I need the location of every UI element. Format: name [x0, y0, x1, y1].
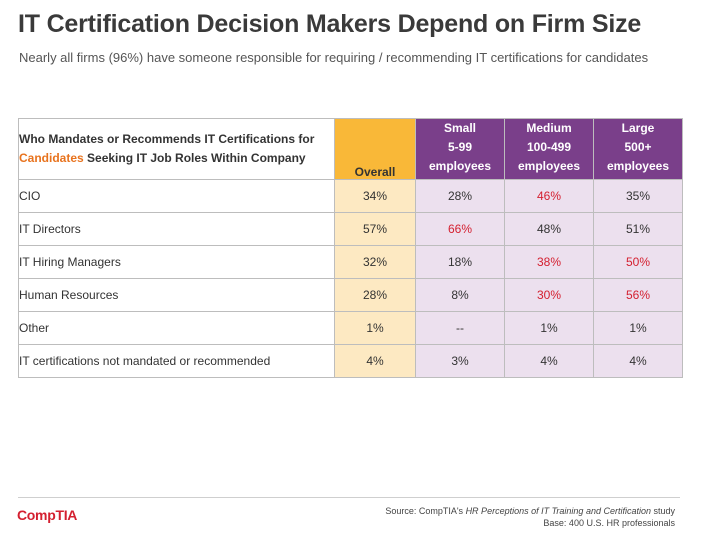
row-label: IT Hiring Managers: [18, 245, 335, 279]
overall-column-header: Overall: [334, 118, 416, 180]
medium-header-line1: Medium: [526, 121, 572, 135]
cell-medium: 4%: [504, 344, 594, 378]
cell-overall: 1%: [334, 311, 416, 345]
source-study-title: HR Perceptions of IT Training and Certif…: [465, 506, 651, 516]
cell-overall: 32%: [334, 245, 416, 279]
cell-overall: 4%: [334, 344, 416, 378]
table-row: IT Directors 57% 66% 48% 51%: [18, 212, 683, 246]
cell-large: 35%: [593, 179, 683, 213]
table-row: Other 1% -- 1% 1%: [18, 311, 683, 345]
cell-medium: 48%: [504, 212, 594, 246]
large-header-line2: 500+: [624, 140, 652, 154]
cell-small: 28%: [415, 179, 505, 213]
cell-medium: 30%: [504, 278, 594, 312]
source-prefix: Source: CompTIA's: [385, 506, 466, 516]
row-label: IT Directors: [18, 212, 335, 246]
label-column-header: Who Mandates or Recommends IT Certificat…: [18, 118, 335, 180]
large-column-header: Large 500+ employees: [593, 118, 683, 180]
source-suffix: study: [650, 506, 675, 516]
medium-header-line2: 100-499: [526, 140, 572, 154]
medium-column-header: Medium 100-499 employees: [504, 118, 594, 180]
cell-medium: 1%: [504, 311, 594, 345]
row-label: Other: [18, 311, 335, 345]
source-note: Source: CompTIA's HR Perceptions of IT T…: [385, 505, 675, 529]
cell-overall: 28%: [334, 278, 416, 312]
small-header-line3: employees: [428, 159, 492, 173]
footer-divider: [18, 497, 680, 498]
cell-small: --: [415, 311, 505, 345]
table-row: Human Resources 28% 8% 30% 56%: [18, 278, 683, 312]
cell-large: 1%: [593, 311, 683, 345]
cell-overall: 57%: [334, 212, 416, 246]
cell-small: 18%: [415, 245, 505, 279]
cell-large: 50%: [593, 245, 683, 279]
source-line: Source: CompTIA's HR Perceptions of IT T…: [385, 505, 675, 517]
label-header-accent: Candidates: [19, 151, 84, 165]
certification-table: Who Mandates or Recommends IT Certificat…: [18, 118, 683, 378]
table-row: IT certifications not mandated or recomm…: [18, 344, 683, 378]
cell-large: 51%: [593, 212, 683, 246]
cell-medium: 46%: [504, 179, 594, 213]
cell-large: 56%: [593, 278, 683, 312]
table-header-row: Who Mandates or Recommends IT Certificat…: [18, 118, 683, 180]
page-subtitle: Nearly all firms (96%) have someone resp…: [19, 50, 649, 65]
large-header-line3: employees: [606, 159, 670, 173]
label-header-part1: Who Mandates or Recommends IT Certificat…: [19, 132, 315, 146]
cell-small: 66%: [415, 212, 505, 246]
cell-small: 3%: [415, 344, 505, 378]
overall-header-label: Overall: [354, 165, 396, 179]
cell-small: 8%: [415, 278, 505, 312]
table-row: IT Hiring Managers 32% 18% 38% 50%: [18, 245, 683, 279]
label-header-part2: Seeking IT Job Roles Within Company: [83, 151, 306, 165]
row-label: Human Resources: [18, 278, 335, 312]
table-row: CIO 34% 28% 46% 35%: [18, 179, 683, 213]
base-line: Base: 400 U.S. HR professionals: [543, 518, 675, 528]
medium-header-line3: employees: [517, 159, 581, 173]
cell-large: 4%: [593, 344, 683, 378]
cell-overall: 34%: [334, 179, 416, 213]
comptia-logo: CompTIA: [17, 507, 78, 523]
cell-medium: 38%: [504, 245, 594, 279]
row-label: IT certifications not mandated or recomm…: [18, 344, 335, 378]
page-title: IT Certification Decision Makers Depend …: [18, 10, 642, 38]
row-label: CIO: [18, 179, 335, 213]
small-header-line2: 5-99: [447, 140, 473, 154]
large-header-line1: Large: [621, 121, 655, 135]
small-column-header: Small 5-99 employees: [415, 118, 505, 180]
small-header-line1: Small: [443, 121, 476, 135]
